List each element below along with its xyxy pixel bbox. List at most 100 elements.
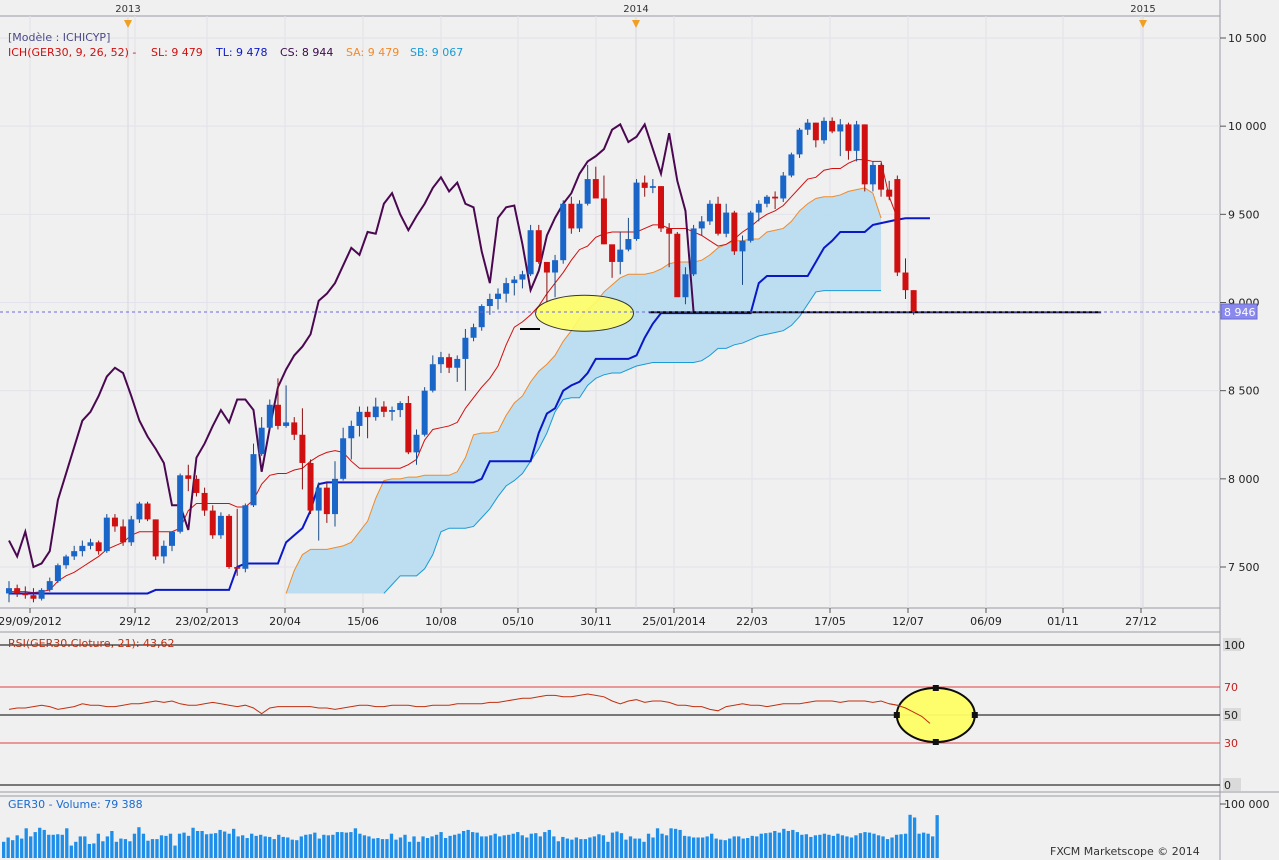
volume-bar	[484, 836, 488, 858]
volume-bar	[448, 835, 452, 858]
volume-bar	[358, 833, 362, 858]
volume-bar	[236, 836, 240, 858]
volume-bar	[881, 836, 885, 858]
volume-bar	[376, 838, 380, 858]
candle-body	[829, 120, 836, 132]
candle-body	[71, 551, 78, 557]
volume-bar	[664, 835, 669, 858]
candle-body	[658, 186, 664, 229]
year-marker-icon	[124, 20, 132, 28]
candle-body	[315, 487, 322, 511]
volume-bar	[818, 834, 822, 858]
volume-bar	[737, 836, 741, 858]
volume-bar	[678, 829, 682, 858]
volume-bar	[349, 832, 353, 858]
candle-body	[372, 406, 379, 418]
volume-bar	[222, 831, 227, 858]
volume-bar	[245, 838, 249, 858]
volume-bar	[619, 833, 624, 858]
volume-bar	[840, 835, 845, 858]
volume-bar	[921, 832, 926, 858]
volume-bar	[899, 834, 903, 858]
volume-bar	[493, 833, 497, 858]
volume-bar	[259, 834, 263, 858]
volume-bar	[791, 829, 795, 858]
candle-body	[38, 589, 45, 599]
price-axis-label: 7 500	[1228, 561, 1260, 574]
year-label: 2015	[1130, 4, 1155, 15]
volume-bar	[651, 837, 655, 858]
volume-bar	[353, 828, 358, 858]
volume-bar	[128, 841, 132, 858]
volume-bar	[155, 839, 159, 858]
candle-body	[258, 427, 265, 455]
volume-bar	[412, 836, 416, 858]
rsi-ellipse-handle	[932, 739, 939, 745]
candle-body	[812, 122, 819, 141]
volume-bar	[556, 841, 560, 858]
date-axis-label: 12/07	[892, 615, 924, 628]
candle-body	[364, 411, 371, 418]
volume-bar	[890, 837, 894, 858]
candle-body	[788, 154, 795, 176]
volume-bar	[633, 838, 637, 858]
volume-bar	[872, 833, 876, 858]
ichimoku-legend-cs: CS: 8 944	[280, 46, 333, 59]
date-axis-label: 05/10	[502, 615, 534, 628]
volume-bar	[926, 833, 930, 858]
candle-body	[478, 306, 485, 328]
volume-bar	[367, 836, 371, 858]
candle-body	[592, 179, 599, 199]
volume-bar	[728, 838, 732, 858]
volume-bar	[800, 834, 804, 858]
candle-body	[552, 260, 559, 273]
volume-bar	[227, 833, 231, 858]
volume-bar	[719, 839, 723, 858]
volume-bar	[416, 841, 421, 858]
candle-body	[600, 198, 607, 245]
volume-bar	[263, 836, 267, 858]
volume-bar	[597, 834, 601, 858]
rsi-panel[interactable]	[0, 632, 1220, 792]
model-label: [Modèle : ICHICYP]	[8, 31, 110, 44]
volume-bar	[254, 835, 258, 858]
candle-body	[128, 519, 135, 543]
year-marker-icon	[632, 20, 640, 28]
volume-bar	[912, 817, 917, 858]
candle-body	[470, 327, 477, 338]
volume-bar	[782, 828, 786, 858]
rsi-axis-label: 50	[1224, 709, 1238, 722]
candle-body	[103, 517, 110, 552]
volume-bar	[628, 836, 633, 858]
ichimoku-legend-sb: SB: 9 067	[410, 46, 463, 59]
volume-bar	[741, 838, 745, 858]
price-axis-label: 10 500	[1228, 32, 1267, 45]
candle-body	[641, 182, 648, 188]
volume-bar	[809, 836, 813, 858]
volume-bar	[56, 834, 60, 858]
volume-bar	[723, 840, 727, 858]
rsi-axis-label: 30	[1224, 737, 1238, 750]
volume-bar	[159, 835, 164, 858]
volume-bar	[430, 836, 434, 858]
candle-body	[250, 454, 257, 506]
volume-bar	[642, 841, 646, 858]
candle-body	[446, 357, 453, 368]
volume-bar	[362, 835, 367, 858]
rsi-plot: 100 70 50 30 0	[0, 638, 1245, 792]
volume-bar	[42, 829, 46, 858]
volume-bar	[655, 828, 660, 858]
volume-bar	[344, 832, 349, 858]
date-axis-label: 06/09	[970, 615, 1002, 628]
candle-body	[413, 434, 420, 453]
volume-bar	[24, 828, 28, 858]
candle-body	[6, 588, 12, 594]
date-axis-label: 25/01/2014	[642, 615, 705, 628]
volume-bar	[137, 827, 141, 858]
candle-body	[340, 438, 347, 479]
candle-body	[576, 203, 583, 229]
volume-bar	[624, 839, 628, 858]
volume-bar	[777, 832, 781, 858]
volume-bar	[74, 841, 78, 858]
candle-body	[291, 422, 298, 435]
